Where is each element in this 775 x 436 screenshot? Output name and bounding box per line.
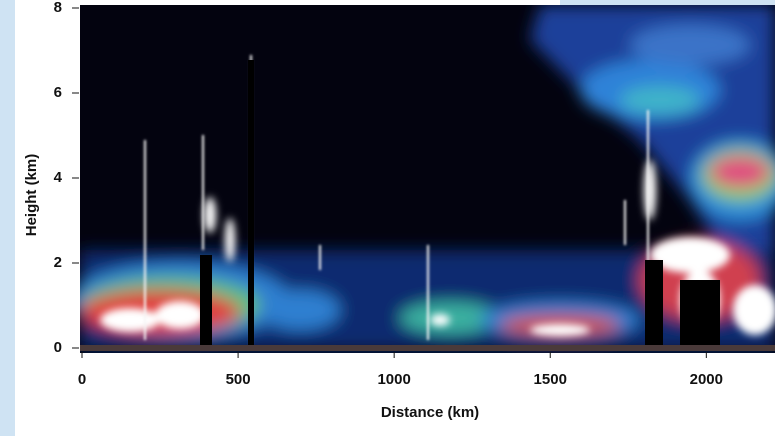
lidar-image — [80, 5, 775, 353]
y-axis-label: Height (km) — [23, 154, 40, 237]
corner-strip — [560, 0, 775, 5]
x-tick-label: 1000 — [377, 371, 410, 388]
x-tick-label: 2000 — [690, 371, 723, 388]
x-tick-label: 0 — [78, 371, 86, 388]
ground-line — [80, 345, 775, 351]
y-tick-label: 6 — [54, 84, 62, 101]
x-tick-label: 1500 — [534, 371, 567, 388]
y-tick-label: 8 — [54, 0, 62, 16]
dark-columns — [200, 60, 720, 350]
side-strip — [0, 0, 15, 436]
y-tick-label: 4 — [54, 169, 63, 186]
y-tick-label: 0 — [54, 339, 62, 356]
x-axis-label: Distance (km) — [381, 404, 479, 421]
x-tick-label: 500 — [226, 371, 251, 388]
y-tick-label: 2 — [54, 254, 62, 271]
